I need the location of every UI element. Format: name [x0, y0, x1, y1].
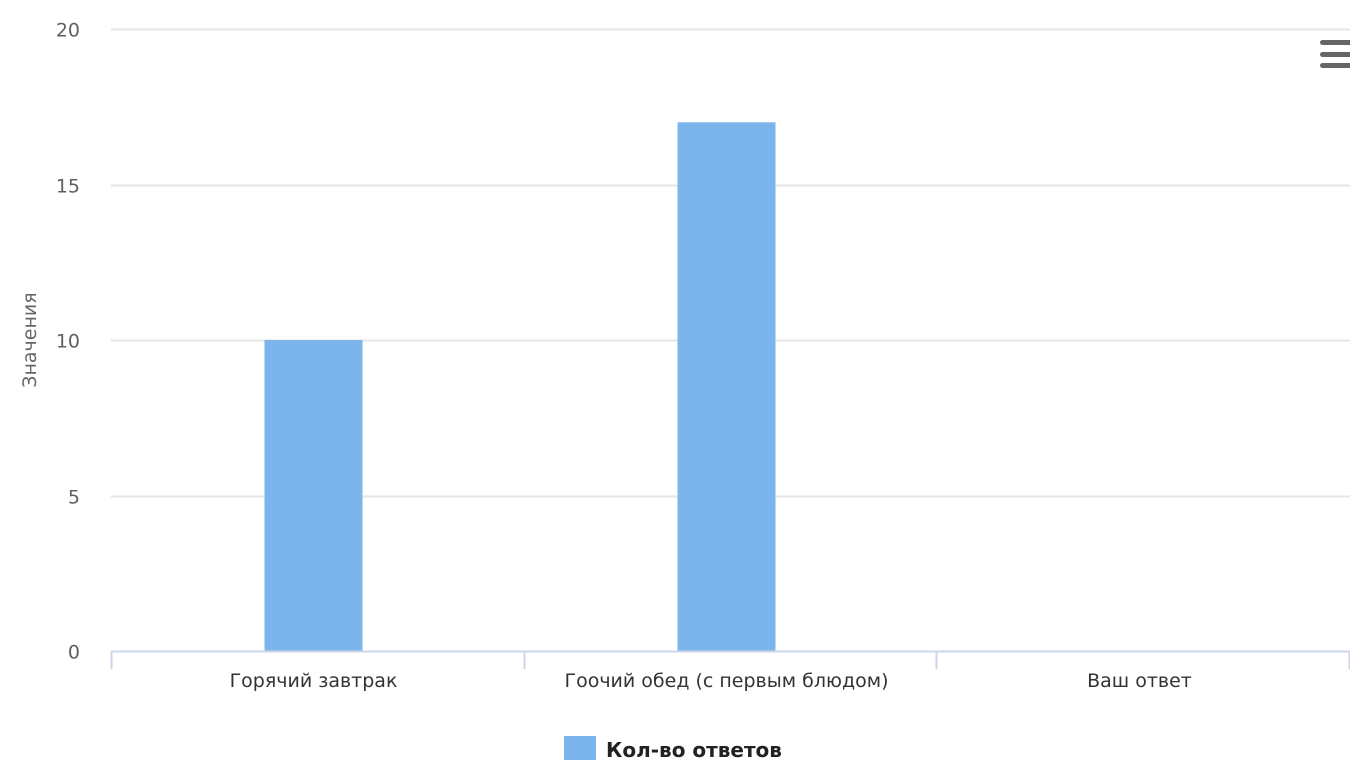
menu-bar[interactable] [1320, 52, 1350, 57]
x-axis-labels: Горячий завтрак Гоочий обед (с первым блю… [230, 670, 1192, 692]
y-tick-label: 0 [68, 642, 80, 664]
y-axis-ticks: 0 5 10 15 20 [56, 20, 80, 664]
bar[interactable] [677, 122, 776, 652]
menu-bar[interactable] [1320, 40, 1350, 45]
legend-swatch[interactable] [564, 736, 596, 760]
legend[interactable]: Кол-во ответов [564, 736, 782, 762]
bar-series [264, 122, 776, 652]
x-tick-label: Горячий завтрак [230, 670, 398, 692]
menu-bar[interactable] [1320, 63, 1350, 68]
y-tick-label: 10 [56, 331, 80, 353]
legend-label[interactable]: Кол-во ответов [606, 738, 782, 762]
y-tick-label: 20 [56, 20, 80, 42]
y-tick-label: 15 [56, 176, 80, 198]
x-tick-label: Ваш ответ [1087, 670, 1192, 692]
bar[interactable] [264, 340, 363, 651]
x-tick-label: Гоочий обед (с первым блюдом) [564, 670, 888, 692]
y-axis-title: Значения [19, 292, 41, 387]
y-tick-label: 5 [68, 487, 80, 509]
x-axis [110, 650, 1350, 669]
hamburger-menu-icon[interactable] [1320, 40, 1350, 68]
